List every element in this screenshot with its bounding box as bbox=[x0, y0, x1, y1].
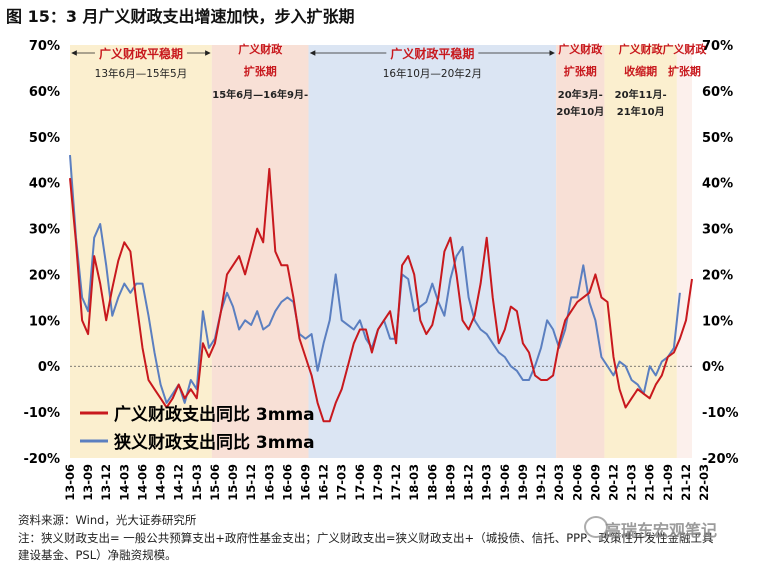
y-tick-left: -10% bbox=[23, 406, 60, 421]
y-tick-right: -20% bbox=[702, 452, 739, 467]
x-tick-label: 18-06 bbox=[425, 464, 439, 501]
x-tick-label: 17-03 bbox=[335, 464, 349, 501]
footnote-line-2: 建设基金、PSL）净融资规模。 bbox=[18, 548, 177, 562]
x-tick-label: 18-09 bbox=[443, 464, 457, 501]
series-line-1 bbox=[69, 167, 693, 423]
x-tick-label: 19-03 bbox=[480, 464, 494, 501]
legend-label-red: 广义财政支出同比 3mma bbox=[114, 404, 315, 425]
x-tick-label: 13-12 bbox=[99, 464, 113, 501]
period-label-2: 广义财政扩张期 bbox=[238, 42, 283, 78]
period-label-4: 广义财政扩张期 bbox=[558, 42, 603, 78]
period-range-2: 15年6月—16年9月- bbox=[212, 88, 308, 101]
y-tick-right: 20% bbox=[702, 268, 733, 283]
x-tick-label: 15-09 bbox=[226, 464, 240, 501]
period-labels: 广义财政平稳期 13年6月—15年5月 广义财政扩张期 15年6月—16年9月- 广义财… bbox=[71, 42, 707, 118]
x-axis: 13-06 13-09 13-12 14-03 14-06 14-09 14-12 15-03… bbox=[63, 464, 711, 501]
y-tick-left: 40% bbox=[29, 177, 60, 192]
y-tick-left: 10% bbox=[29, 314, 60, 329]
x-tick-label: 16-06 bbox=[280, 464, 294, 501]
y-tick-right: 50% bbox=[702, 131, 733, 146]
x-tick-label: 20-06 bbox=[570, 464, 584, 501]
y-tick-left: 50% bbox=[29, 131, 60, 146]
period-band-2 bbox=[211, 45, 309, 458]
x-tick-label: 21-09 bbox=[661, 464, 675, 501]
x-tick-label: 14-09 bbox=[154, 464, 168, 501]
x-tick-label: 17-12 bbox=[389, 464, 403, 501]
y-tick-left: 60% bbox=[29, 85, 60, 100]
x-tick-label: 13-09 bbox=[81, 464, 95, 501]
y-tick-right: 30% bbox=[702, 223, 733, 238]
period-range-3: 16年10月—20年2月 bbox=[383, 67, 482, 80]
figure-title: 图 15：3 月广义财政支出增速加快，步入扩张期 bbox=[6, 7, 355, 26]
x-tick-label: 15-03 bbox=[190, 464, 204, 501]
x-tick-label: 21-03 bbox=[625, 464, 639, 501]
x-tick-label: 20-12 bbox=[607, 464, 621, 501]
y-tick-left: 20% bbox=[29, 268, 60, 283]
x-tick-label: 15-06 bbox=[208, 464, 222, 501]
y-tick-right: 60% bbox=[702, 85, 733, 100]
legend: 广义财政支出同比 3mma 狭义财政支出同比 3mma bbox=[80, 404, 315, 453]
period-band-3 bbox=[308, 45, 557, 458]
footnote-line-1: 注：狭义财政支出= 一般公共预算支出+政府性基金支出；广义财政支出=狭义财政支出… bbox=[18, 531, 714, 545]
x-tick-label: 20-09 bbox=[588, 464, 602, 501]
y-tick-right: 0% bbox=[702, 360, 724, 375]
x-tick-label: 19-09 bbox=[516, 464, 530, 501]
period-label-6: 广义财政扩张期 bbox=[662, 42, 707, 78]
y-tick-right: 10% bbox=[702, 314, 733, 329]
x-tick-label: 17-06 bbox=[353, 464, 367, 501]
y-axis-right: 70% 60% 50% 40% 30% 20% 10% 0% -10% -20% bbox=[702, 39, 739, 467]
watermark-logo-icon bbox=[584, 516, 608, 538]
x-tick-label: 13-06 bbox=[63, 464, 77, 501]
y-tick-left: -20% bbox=[23, 452, 60, 467]
x-tick-label: 16-12 bbox=[317, 464, 331, 501]
x-tick-label: 21-06 bbox=[643, 464, 657, 501]
period-band-6 bbox=[676, 45, 692, 458]
x-tick-label: 17-09 bbox=[371, 464, 385, 501]
x-tick-label: 20-03 bbox=[552, 464, 566, 501]
legend-label-blue: 狭义财政支出同比 3mma bbox=[113, 432, 315, 453]
y-tick-left: 70% bbox=[29, 39, 60, 54]
period-band-1 bbox=[70, 45, 212, 458]
period-range-1: 13年6月—15年5月 bbox=[95, 67, 188, 80]
period-label-1: 广义财政平稳期 bbox=[99, 46, 183, 61]
watermark: 高瑞东宏观笔记 bbox=[605, 521, 718, 540]
x-tick-label: 15-12 bbox=[244, 464, 258, 501]
x-tick-label: 18-03 bbox=[407, 464, 421, 501]
y-axis-left: 70% 60% 50% 40% 30% 20% 10% 0% -10% -20% bbox=[23, 39, 60, 467]
y-tick-right: -10% bbox=[702, 406, 739, 421]
y-tick-left: 0% bbox=[38, 360, 60, 375]
y-tick-right: 40% bbox=[702, 177, 733, 192]
x-tick-label: 19-12 bbox=[534, 464, 548, 501]
x-tick-label: 21-12 bbox=[679, 464, 693, 501]
period-band-4 bbox=[556, 45, 605, 458]
x-tick-label: 14-06 bbox=[136, 464, 150, 501]
x-tick-label: 16-09 bbox=[299, 464, 313, 501]
y-tick-left: 30% bbox=[29, 223, 60, 238]
x-tick-label: 18-12 bbox=[462, 464, 476, 501]
x-tick-label: 22-03 bbox=[697, 464, 711, 501]
period-range-4: 20年3月-20年10月 bbox=[556, 88, 604, 118]
period-range-5: 20年11月-21年10月 bbox=[615, 88, 667, 118]
source-note: 资料来源：Wind，光大证券研究所 bbox=[18, 513, 197, 527]
line-chart: 广义财政平稳期 13年6月—15年5月 广义财政扩张期 15年6月—16年9月- 广义财… bbox=[23, 39, 739, 501]
period-label-5: 广义财政收缩期 bbox=[619, 42, 664, 78]
x-tick-label: 16-03 bbox=[262, 464, 276, 501]
x-tick-label: 19-06 bbox=[498, 464, 512, 501]
x-tick-label: 14-12 bbox=[172, 464, 186, 501]
x-tick-label: 14-03 bbox=[117, 464, 131, 501]
y-tick-right: 70% bbox=[702, 39, 733, 54]
series-lines bbox=[69, 155, 693, 423]
period-label-3: 广义财政平稳期 bbox=[390, 46, 474, 61]
